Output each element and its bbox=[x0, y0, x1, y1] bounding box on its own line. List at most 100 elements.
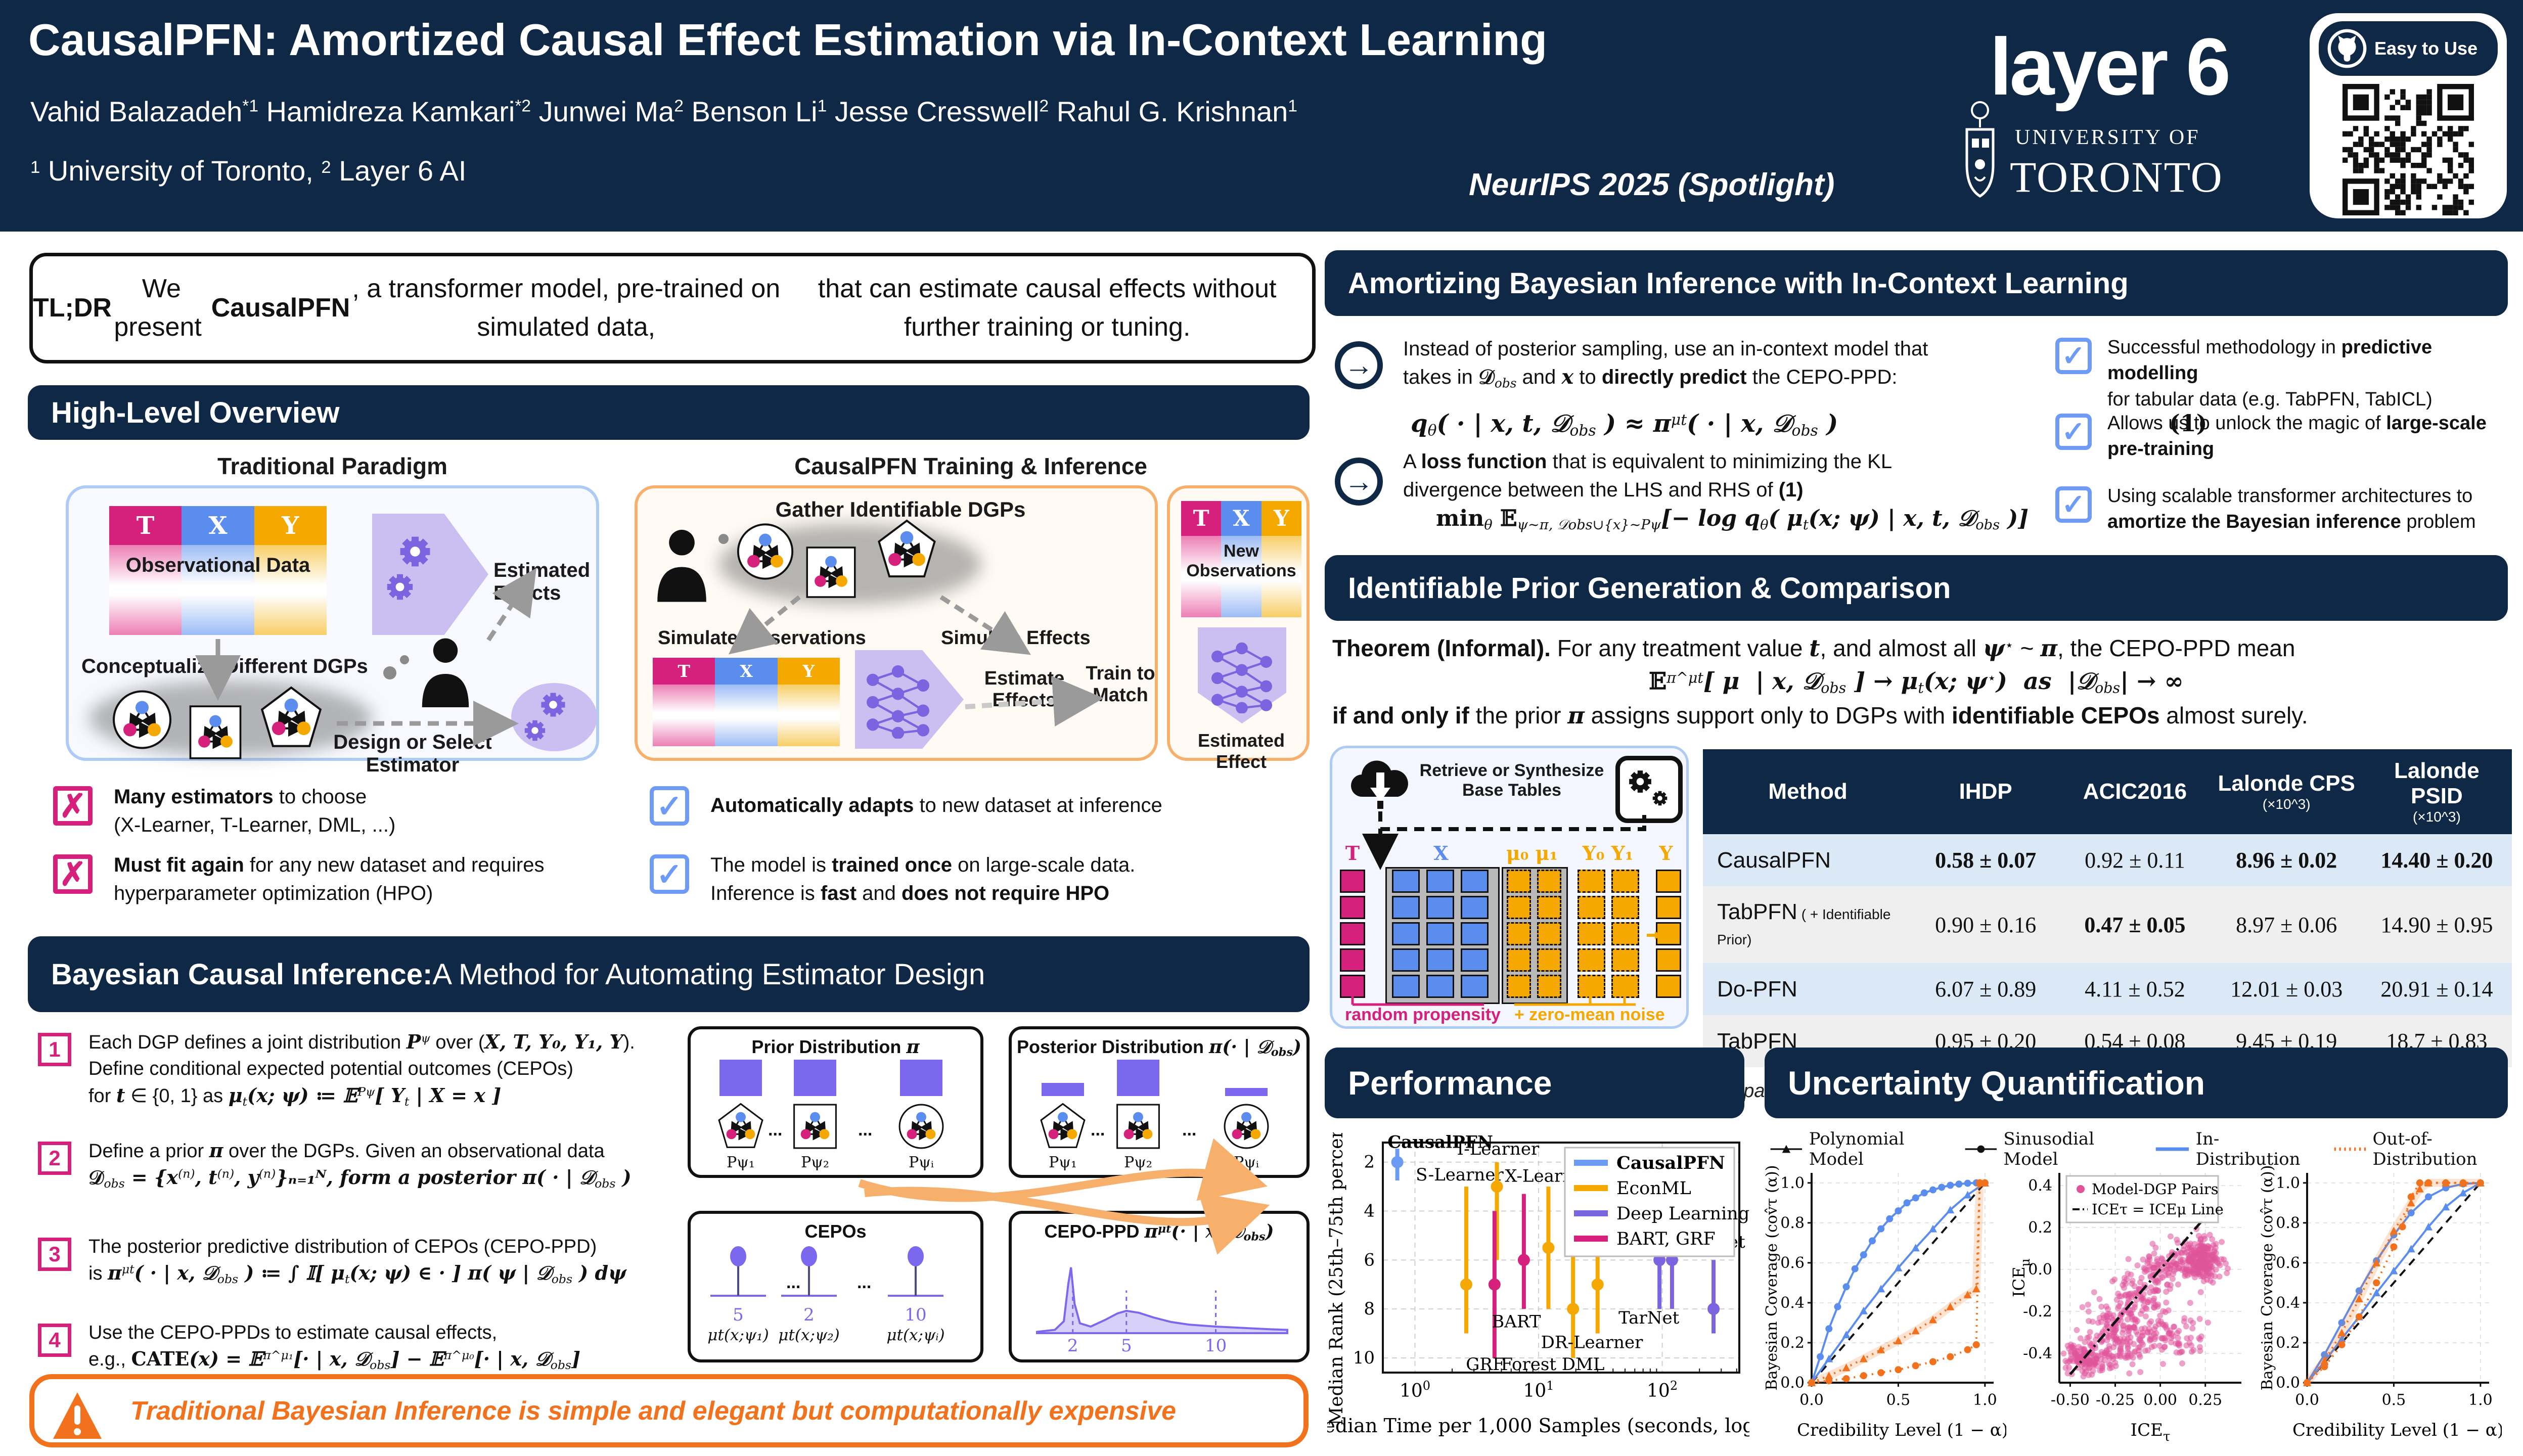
train-to-match-label: Train to Match bbox=[1086, 663, 1155, 706]
txy-header-T: T bbox=[109, 506, 182, 545]
txy-body bbox=[1261, 536, 1301, 617]
dist-bar bbox=[794, 1060, 836, 1096]
col-header: T bbox=[1345, 842, 1360, 864]
check-icon: ✓ bbox=[2055, 414, 2092, 450]
zero-mean-noise-note: + zero-mean noise bbox=[1514, 1005, 1665, 1024]
table-cell bbox=[1507, 896, 1531, 919]
warning-text: Traditional Bayesian Inference is simple… bbox=[130, 1396, 1177, 1426]
perf-point-S-Learner: S-Learner bbox=[1416, 1165, 1504, 1334]
dgp-label: Pψᵢ bbox=[1234, 1154, 1259, 1171]
table-row: Do-PFN 6.07 ± 0.89 4.11 ± 0.52 12.01 ± 0.03… bbox=[1703, 963, 2512, 1015]
svg-text:Median Time per 1,000 Samples: Median Time per 1,000 Samples (seconds, … bbox=[1327, 1415, 1749, 1437]
method-cell: CausalPFN bbox=[1703, 834, 1913, 886]
cepos-title: CEPOs bbox=[804, 1221, 867, 1242]
svg-text:-0.25: -0.25 bbox=[2096, 1391, 2135, 1409]
github-pill[interactable]: Easy to Use bbox=[2319, 21, 2498, 76]
pro-item-2: The model is trained once on large-scale… bbox=[710, 854, 1136, 904]
svg-text:102: 102 bbox=[1647, 1379, 1678, 1401]
scatter-legend: Model-DGP Pairs ICEτ = ICEμ Line bbox=[2065, 1175, 2224, 1223]
svg-text:10: 10 bbox=[1205, 1336, 1227, 1356]
step-number-2: 2 bbox=[38, 1142, 71, 1175]
gear-icon bbox=[397, 534, 433, 572]
txy-column-X: X bbox=[182, 506, 254, 635]
dgp-label: Pψ₂ bbox=[1124, 1154, 1152, 1171]
table-cell bbox=[1426, 896, 1454, 919]
table-row: CausalPFN 0.58 ± 0.07 0.92 ± 0.11 8.96 ± 0.… bbox=[1703, 834, 2512, 886]
table-cell bbox=[1461, 948, 1489, 972]
prior-title: Prior Distribution π bbox=[751, 1036, 920, 1058]
dist-bar bbox=[719, 1060, 762, 1096]
txy-column-Y: Y bbox=[777, 658, 840, 746]
txy-column-Y: Y bbox=[1261, 501, 1301, 617]
value-cell: 8.96 ± 0.02 bbox=[2211, 834, 2362, 886]
svg-text:ICEτ = ICEμ Line: ICEτ = ICEμ Line bbox=[2092, 1201, 2224, 1218]
amortize-bullet-1: Instead of posterior sampling, use an in… bbox=[1403, 338, 1928, 391]
thought-dot bbox=[400, 655, 409, 664]
txy-header-Y: Y bbox=[254, 506, 327, 545]
svg-text:6: 6 bbox=[1364, 1250, 1375, 1270]
dgp-circle-icon bbox=[112, 688, 172, 751]
uq-legend-item: In-Distribution bbox=[2155, 1129, 2301, 1169]
txy-column-X: X bbox=[715, 658, 778, 746]
txy-header-Y: Y bbox=[777, 658, 840, 685]
dgp-circle-icon bbox=[736, 521, 794, 582]
qr-code[interactable] bbox=[2342, 84, 2474, 215]
tldr-box: TL;DR We present CausalPFN, a transforme… bbox=[29, 253, 1316, 363]
cepo-ppd-box: CEPO-PPD πμt(· | x, 𝒟obs) 2 5 10 bbox=[1009, 1211, 1310, 1362]
svg-text:0.6: 0.6 bbox=[2276, 1254, 2300, 1272]
value-cell: 0.90 ± 0.16 bbox=[1913, 886, 2059, 963]
cloud-download-icon bbox=[1347, 757, 1413, 810]
svg-text:0.4: 0.4 bbox=[1780, 1294, 1805, 1312]
step-text-4: Use the CEPO-PPDs to estimate causal eff… bbox=[88, 1322, 580, 1373]
table-row: TabPFN ( + Identifiable Prior) 0.90 ± 0.1… bbox=[1703, 886, 2512, 963]
svg-text:0.0: 0.0 bbox=[1780, 1374, 1805, 1392]
perf-point-CausalPFN: CausalPFN bbox=[1387, 1132, 1493, 1181]
retrieve-synthesize-label: Retrieve or Synthesize Base Tables bbox=[1419, 761, 1604, 800]
txy-body bbox=[653, 685, 715, 746]
uq-scatter-plot: 0.4 0.2 0.0 -0.2 -0.4 -0.50 -0.25 0.00 0.25 Model… bbox=[2009, 1165, 2254, 1453]
simulate-observations-label: Simulate Observations bbox=[658, 627, 866, 649]
cepo-value: 10 bbox=[905, 1305, 927, 1325]
col-header: Y bbox=[1659, 842, 1673, 864]
traditional-paradigm-title: Traditional Paradigm bbox=[217, 453, 447, 479]
table-cell bbox=[1537, 870, 1561, 893]
step-text-3: The posterior predictive distribution of… bbox=[88, 1236, 626, 1287]
cepo-ppd-title: CEPO-PPD πμt(· | x, 𝒟obs) bbox=[1044, 1221, 1274, 1244]
txy-body bbox=[1181, 536, 1222, 617]
cepo-lollipop bbox=[781, 1246, 837, 1297]
txy-body bbox=[1221, 536, 1262, 617]
table-cell bbox=[1656, 896, 1681, 919]
github-card[interactable]: Easy to Use bbox=[2310, 13, 2507, 218]
person-icon bbox=[653, 526, 711, 607]
cepo-lollipop bbox=[888, 1246, 943, 1297]
svg-text:Bayesian Coverage (cov̂τ (α)): Bayesian Coverage (cov̂τ (α)) bbox=[1764, 1165, 1781, 1390]
observational-data-label: Observational Data bbox=[125, 554, 310, 576]
svg-text:5: 5 bbox=[1121, 1336, 1132, 1356]
table-cell bbox=[1537, 922, 1561, 945]
svg-text:DR-Learner: DR-Learner bbox=[1541, 1333, 1644, 1353]
svg-text:0.0: 0.0 bbox=[2028, 1261, 2052, 1279]
table-cell bbox=[1392, 975, 1420, 998]
authors-line: Vahid Balazadeh*1 Hamidreza Kamkari*2 Ju… bbox=[30, 95, 1297, 128]
table-cell bbox=[1507, 948, 1531, 972]
svg-text:ICEτ: ICEτ bbox=[2131, 1420, 2171, 1444]
table-cell bbox=[1426, 975, 1454, 998]
cepo-value: 5 bbox=[733, 1305, 744, 1325]
arrow-bullet-icon: → bbox=[1335, 458, 1383, 506]
dist-bar bbox=[900, 1060, 942, 1096]
causalpfn-training-title: CausalPFN Training & Inference bbox=[794, 453, 1147, 479]
uq-legend: Polynomial Model Sinusodial Model In-Distr… bbox=[1770, 1129, 2508, 1169]
svg-text:-0.50: -0.50 bbox=[2051, 1391, 2090, 1409]
svg-text:0.00: 0.00 bbox=[2143, 1391, 2177, 1409]
svg-text:0.2: 0.2 bbox=[2276, 1334, 2300, 1352]
svg-text:0.4: 0.4 bbox=[2276, 1294, 2300, 1312]
new-observations-label: New Observations bbox=[1186, 541, 1296, 580]
dist-bar bbox=[1117, 1060, 1159, 1096]
uq-left-svg: 0.0 0.2 0.4 0.6 0.8 1.0 0.0 0.5 1.0 Credibility L… bbox=[1763, 1165, 2008, 1440]
svg-text:Credibility Level (1 − α): Credibility Level (1 − α) bbox=[1797, 1420, 2006, 1440]
